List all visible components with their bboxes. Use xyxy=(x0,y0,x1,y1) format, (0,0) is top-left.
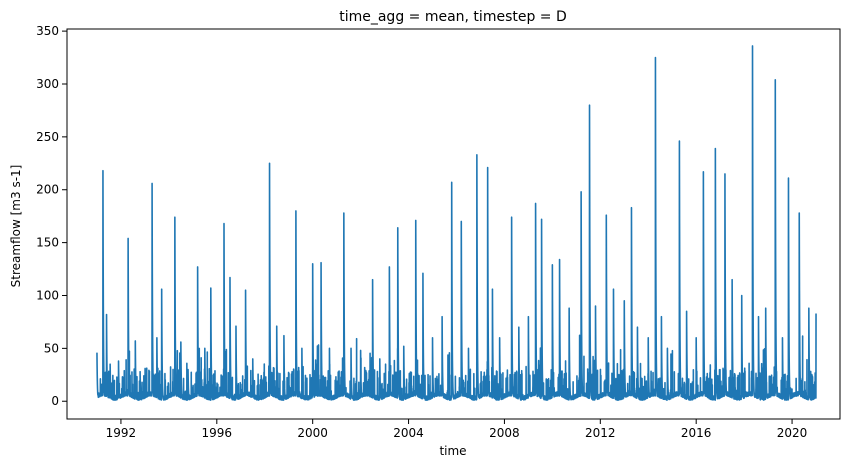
y-tick-label: 0 xyxy=(51,394,59,408)
plot-frame xyxy=(66,28,841,420)
x-tick-label: 1992 xyxy=(106,426,137,440)
y-tick-label: 350 xyxy=(36,24,59,38)
x-axis-ticks: 1992 1996 2000 2004 2008 2012 2016 2020 xyxy=(106,419,808,440)
series-line xyxy=(96,45,817,401)
x-tick-label: 1996 xyxy=(202,426,233,440)
y-tick-label: 100 xyxy=(36,288,59,302)
y-tick-label: 150 xyxy=(36,236,59,250)
x-tick-label: 2000 xyxy=(297,426,328,440)
x-axis-label: time xyxy=(439,444,466,458)
x-tick-label: 2004 xyxy=(393,426,424,440)
y-tick-label: 300 xyxy=(36,77,59,91)
x-tick-label: 2016 xyxy=(681,426,712,440)
y-axis-label: Streamflow [m3 s-1] xyxy=(9,165,23,288)
chart-title: time_agg = mean, timestep = D xyxy=(339,9,567,25)
x-tick-label: 2020 xyxy=(777,426,808,440)
y-tick-label: 250 xyxy=(36,130,59,144)
y-tick-label: 50 xyxy=(44,341,59,355)
x-tick-label: 2008 xyxy=(489,426,520,440)
y-tick-label: 200 xyxy=(36,183,59,197)
x-tick-label: 2012 xyxy=(585,426,616,440)
plot-area xyxy=(96,45,817,401)
y-axis-ticks: 0 50 100 150 200 250 300 350 xyxy=(36,24,67,408)
